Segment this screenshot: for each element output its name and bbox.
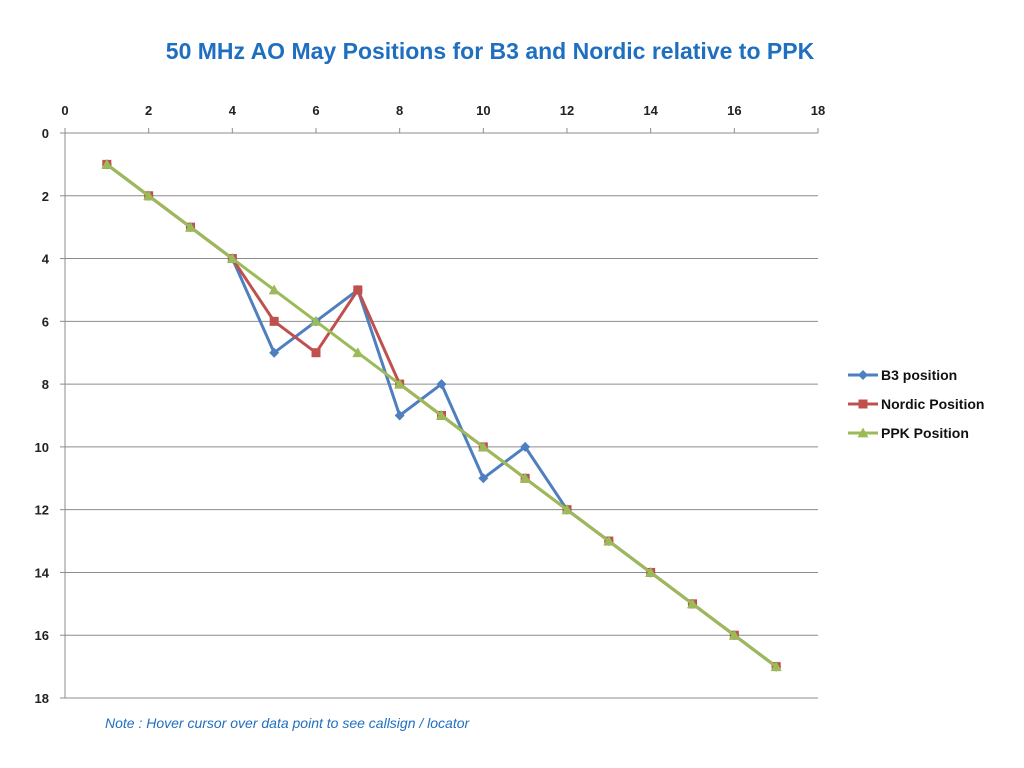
x-tick-label: 16 [727, 103, 741, 118]
data-point [436, 410, 447, 420]
data-point [269, 316, 279, 326]
y-tick-label: 0 [42, 126, 49, 141]
legend-label: B3 position [881, 367, 957, 383]
y-tick-label: 6 [42, 314, 49, 329]
hover-note: Note : Hover cursor over data point to s… [105, 715, 470, 731]
legend-item: Nordic Position [848, 396, 984, 412]
chart-title: 50 MHz AO May Positions for B3 and Nordi… [165, 38, 815, 64]
tick-labels: 0 2 4 6 8 10 12 14 16 18 0 2 4 6 8 10 12 14 16 18 [35, 103, 826, 706]
data-point [352, 347, 364, 358]
x-tick-label: 12 [560, 103, 574, 118]
data-point [645, 566, 657, 577]
data-point [394, 410, 405, 421]
y-tick-label: 4 [42, 252, 50, 267]
legend-label: PPK Position [881, 425, 969, 441]
data-point [143, 190, 155, 201]
axes [60, 128, 819, 699]
x-tick-label: 18 [811, 103, 825, 118]
x-tick-label: 10 [476, 103, 490, 118]
x-tick-label: 2 [145, 103, 152, 118]
data-point [520, 441, 531, 452]
y-tick-label: 18 [35, 691, 49, 706]
data-point [728, 629, 740, 640]
x-tick-label: 4 [229, 103, 237, 118]
data-point [477, 441, 489, 452]
data-point [185, 221, 196, 232]
data-point [519, 472, 531, 483]
data-point [687, 598, 698, 609]
data-point [268, 284, 280, 295]
data-point [394, 378, 406, 389]
legend-item: PPK Position [848, 425, 969, 441]
data-point [561, 504, 573, 515]
data-point [603, 535, 615, 546]
data-point [310, 315, 322, 326]
y-tick-label: 12 [35, 503, 49, 518]
grid-lines [65, 195, 818, 699]
y-tick-label: 14 [35, 565, 50, 580]
data-point [770, 661, 782, 672]
y-tick-label: 16 [35, 628, 49, 643]
data-point [101, 158, 113, 169]
y-tick-label: 2 [42, 189, 49, 204]
legend: B3 position Nordic Position PPK Position [848, 367, 984, 441]
data-point [436, 379, 447, 390]
y-tick-label: 8 [42, 377, 49, 392]
series-ppk-position [101, 158, 782, 672]
legend-label: Nordic Position [881, 396, 984, 412]
legend-marker [858, 370, 868, 380]
legend-marker [858, 399, 868, 409]
data-point [478, 473, 489, 484]
x-tick-label: 0 [61, 103, 68, 118]
data-point [353, 285, 363, 295]
x-tick-label: 8 [396, 103, 403, 118]
x-tick-label: 6 [312, 103, 319, 118]
y-tick-label: 10 [35, 440, 49, 455]
data-point [311, 348, 321, 358]
legend-marker [857, 427, 869, 438]
legend-item: B3 position [848, 367, 957, 383]
data-point [226, 253, 238, 263]
data-point [269, 347, 280, 358]
x-tick-label: 14 [643, 103, 658, 118]
series-lines [101, 158, 782, 672]
